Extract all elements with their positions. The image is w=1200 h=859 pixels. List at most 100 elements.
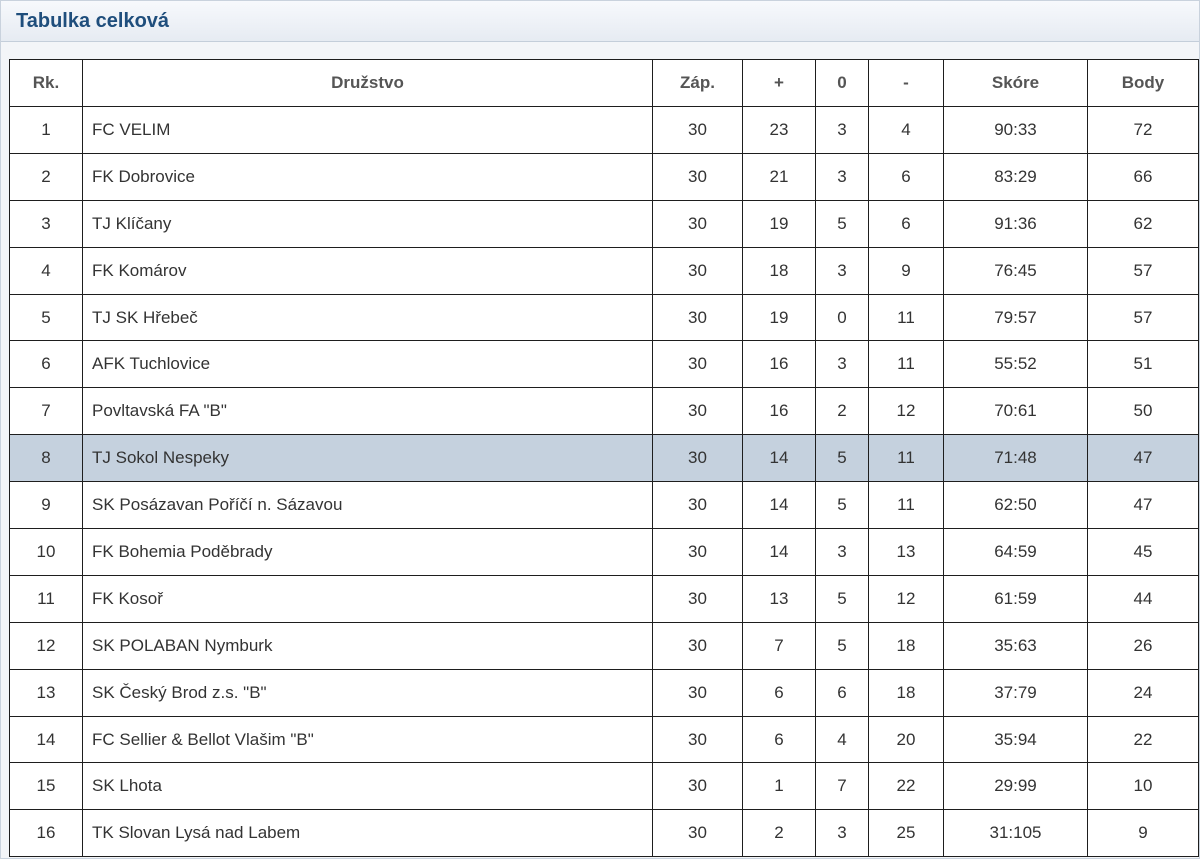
cell-team[interactable]: SK Český Brod z.s. "B" [82,668,653,717]
table-row[interactable]: 12 SK POLABAN Nymburk 30 7 5 18 35:63 26 [9,621,1199,670]
cell-rank: 16 [9,809,83,858]
table-row[interactable]: 7 Povltavská FA "B" 30 16 2 12 70:61 50 [9,387,1199,436]
cell-played: 30 [652,340,743,389]
cell-points: 22 [1087,715,1199,764]
cell-points: 62 [1087,199,1199,248]
cell-team[interactable]: FC VELIM [82,106,653,154]
cell-losses: 22 [868,762,944,811]
cell-rank: 8 [9,434,83,483]
cell-losses: 12 [868,574,944,623]
cell-wins: 19 [742,293,816,342]
cell-played: 30 [652,528,743,576]
cell-played: 30 [652,246,743,295]
cell-rank: 14 [9,715,83,764]
cell-draws: 2 [815,387,869,436]
table-row[interactable]: 2 FK Dobrovice 30 21 3 6 83:29 66 [9,152,1199,201]
cell-losses: 6 [868,152,944,201]
cell-team[interactable]: TJ SK Hřebeč [82,293,653,342]
cell-score: 90:33 [943,106,1088,154]
cell-points: 26 [1087,621,1199,670]
cell-team[interactable]: FK Dobrovice [82,152,653,201]
column-header-points[interactable]: Body [1087,59,1199,107]
cell-points: 45 [1087,528,1199,576]
cell-team[interactable]: AFK Tuchlovice [82,340,653,389]
cell-draws: 4 [815,715,869,764]
cell-losses: 11 [868,434,944,483]
cell-points: 10 [1087,762,1199,811]
cell-points: 50 [1087,387,1199,436]
table-row[interactable]: 9 SK Posázavan Poříčí n. Sázavou 30 14 5 11 62… [9,481,1199,530]
cell-played: 30 [652,574,743,623]
cell-wins: 23 [742,106,816,154]
cell-draws: 5 [815,621,869,670]
cell-team[interactable]: FC Sellier & Bellot Vlašim "B" [82,715,653,764]
cell-score: 71:48 [943,434,1088,483]
cell-points: 9 [1087,809,1199,858]
column-header-draws[interactable]: 0 [815,59,869,107]
column-header-played[interactable]: Záp. [652,59,743,107]
cell-wins: 16 [742,387,816,436]
cell-losses: 11 [868,293,944,342]
column-header-losses[interactable]: - [868,59,944,107]
table-row[interactable]: 8 TJ Sokol Nespeky 30 14 5 11 71:48 47 [9,434,1199,483]
table-header-row: Rk. Družstvo Záp. + 0 - Skóre Body [9,59,1199,107]
cell-losses: 9 [868,246,944,295]
cell-rank: 4 [9,246,83,295]
standings-table: Rk. Družstvo Záp. + 0 - Skóre Body 1 FC V… [9,59,1199,858]
cell-points: 47 [1087,434,1199,483]
cell-rank: 5 [9,293,83,342]
table-row[interactable]: 5 TJ SK Hřebeč 30 19 0 11 79:57 57 [9,293,1199,342]
cell-draws: 3 [815,152,869,201]
cell-played: 30 [652,434,743,483]
table-row[interactable]: 13 SK Český Brod z.s. "B" 30 6 6 18 37:79 24 [9,668,1199,717]
cell-team[interactable]: FK Kosoř [82,574,653,623]
cell-played: 30 [652,293,743,342]
cell-losses: 11 [868,481,944,530]
table-row[interactable]: 11 FK Kosoř 30 13 5 12 61:59 44 [9,574,1199,623]
column-header-team[interactable]: Družstvo [82,59,653,107]
cell-played: 30 [652,387,743,436]
column-header-rank[interactable]: Rk. [9,59,83,107]
cell-wins: 21 [742,152,816,201]
cell-draws: 3 [815,528,869,576]
cell-points: 44 [1087,574,1199,623]
cell-team[interactable]: Povltavská FA "B" [82,387,653,436]
cell-team[interactable]: TK Slovan Lysá nad Labem [82,809,653,858]
cell-draws: 6 [815,668,869,717]
cell-team[interactable]: TJ Klíčany [82,199,653,248]
cell-rank: 3 [9,199,83,248]
cell-played: 30 [652,668,743,717]
panel-header: Tabulka celková [1,1,1199,42]
cell-draws: 3 [815,106,869,154]
cell-score: 37:79 [943,668,1088,717]
table-row[interactable]: 3 TJ Klíčany 30 19 5 6 91:36 62 [9,199,1199,248]
column-header-wins[interactable]: + [742,59,816,107]
cell-team[interactable]: FK Komárov [82,246,653,295]
cell-wins: 14 [742,434,816,483]
cell-score: 35:94 [943,715,1088,764]
table-row[interactable]: 6 AFK Tuchlovice 30 16 3 11 55:52 51 [9,340,1199,389]
cell-team[interactable]: SK Posázavan Poříčí n. Sázavou [82,481,653,530]
table-row[interactable]: 1 FC VELIM 30 23 3 4 90:33 72 [9,106,1199,154]
table-row[interactable]: 4 FK Komárov 30 18 3 9 76:45 57 [9,246,1199,295]
table-row[interactable]: 14 FC Sellier & Bellot Vlašim "B" 30 6 4 20 35… [9,715,1199,764]
cell-points: 24 [1087,668,1199,717]
cell-team[interactable]: TJ Sokol Nespeky [82,434,653,483]
cell-losses: 13 [868,528,944,576]
cell-team[interactable]: SK Lhota [82,762,653,811]
table-row[interactable]: 15 SK Lhota 30 1 7 22 29:99 10 [9,762,1199,811]
cell-team[interactable]: SK POLABAN Nymburk [82,621,653,670]
cell-draws: 3 [815,246,869,295]
cell-wins: 14 [742,481,816,530]
cell-points: 57 [1087,246,1199,295]
table-row[interactable]: 16 TK Slovan Lysá nad Labem 30 2 3 25 31:105 9 [9,809,1199,858]
cell-score: 91:36 [943,199,1088,248]
table-row[interactable]: 10 FK Bohemia Poděbrady 30 14 3 13 64:59 45 [9,528,1199,576]
cell-score: 76:45 [943,246,1088,295]
cell-draws: 3 [815,809,869,858]
cell-losses: 6 [868,199,944,248]
cell-rank: 1 [9,106,83,154]
cell-wins: 2 [742,809,816,858]
column-header-score[interactable]: Skóre [943,59,1088,107]
cell-team[interactable]: FK Bohemia Poděbrady [82,528,653,576]
